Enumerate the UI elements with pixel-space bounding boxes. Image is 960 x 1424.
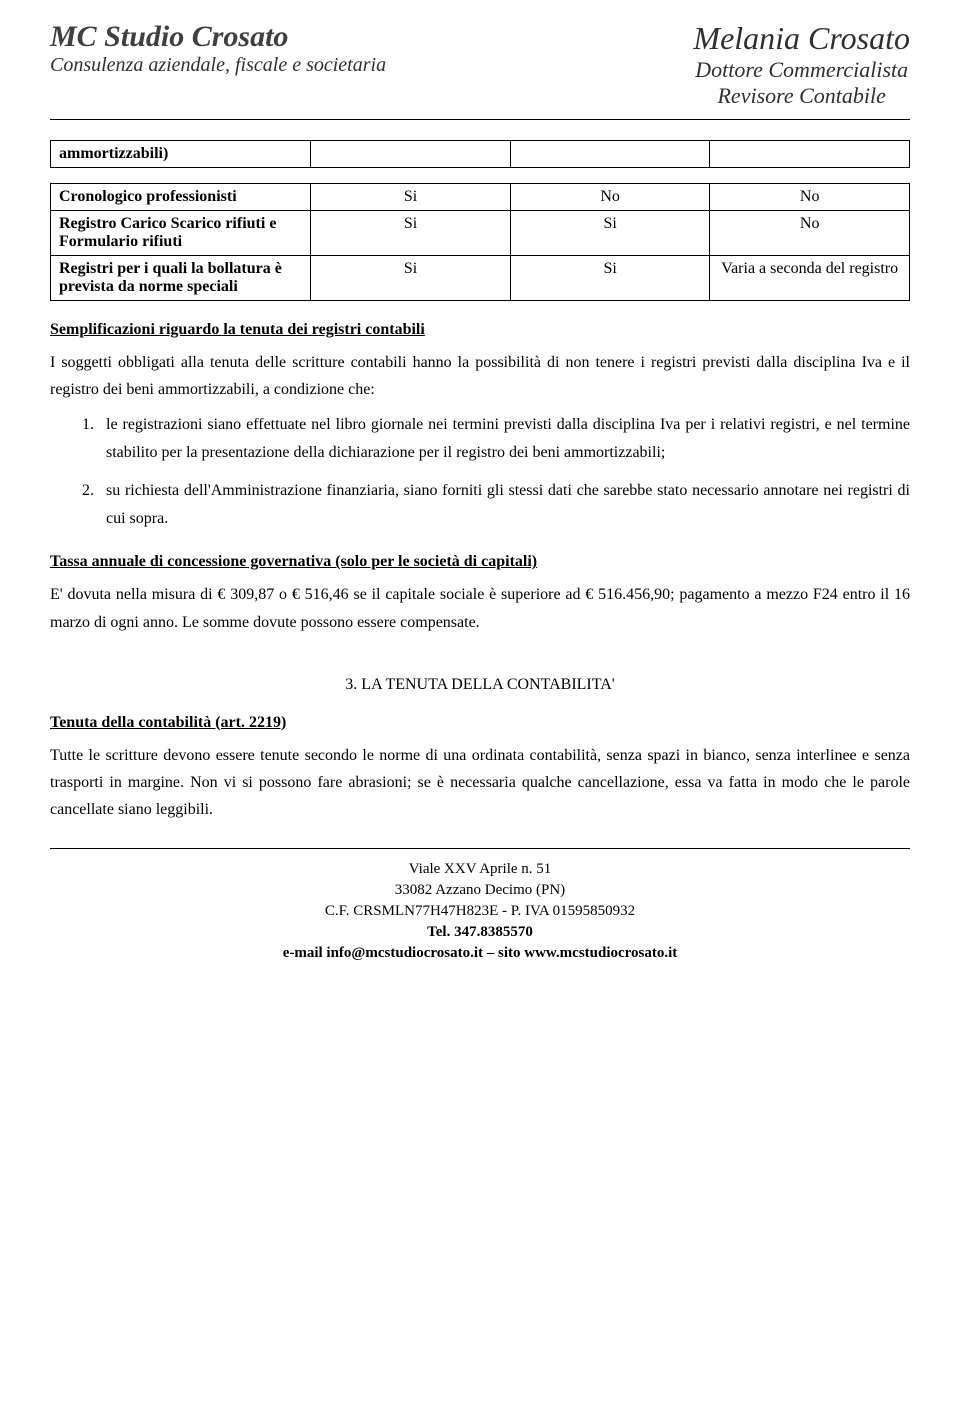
studio-subtitle: Consulenza aziendale, fiscale e societar… — [50, 54, 386, 77]
cell: Si — [311, 211, 511, 256]
numbered-list: le registrazioni siano effettuate nel li… — [98, 411, 910, 533]
row-label: Registri per i quali la bollatura è prev… — [51, 256, 311, 301]
table-row: Cronologico professionisti Si No No — [51, 184, 910, 211]
person-title-1: Dottore Commercialista — [693, 57, 910, 83]
list-item: le registrazioni siano effettuate nel li… — [98, 411, 910, 467]
cell: No — [510, 184, 710, 211]
subheading-semplificazioni: Semplificazioni riguardo la tenuta dei r… — [50, 321, 910, 339]
letterhead: MC Studio Crosato Consulenza aziendale, … — [50, 20, 910, 109]
person-name: Melania Crosato — [693, 20, 910, 57]
paragraph: I soggetti obbligati alla tenuta delle s… — [50, 349, 910, 403]
cell: Si — [510, 256, 710, 301]
cell: No — [710, 211, 910, 256]
cell: No — [710, 184, 910, 211]
table-row: Registri per i quali la bollatura è prev… — [51, 256, 910, 301]
header-rule — [50, 119, 910, 120]
footer-rule — [50, 848, 910, 849]
footer-fiscal: C.F. CRSMLN77H47H823E - P. IVA 015958509… — [50, 901, 910, 922]
table-row: Registro Carico Scarico rifiuti e Formul… — [51, 211, 910, 256]
footer: Viale XXV Aprile n. 51 33082 Azzano Deci… — [50, 859, 910, 964]
cell: Si — [311, 256, 511, 301]
row-label: Registro Carico Scarico rifiuti e Formul… — [51, 211, 311, 256]
table-row: ammortizzabili) — [51, 141, 910, 168]
table-ammortizzabili: ammortizzabili) — [50, 140, 910, 168]
cell: Si — [311, 184, 511, 211]
cell — [311, 141, 511, 168]
letterhead-left: MC Studio Crosato Consulenza aziendale, … — [50, 20, 386, 109]
row-label: ammortizzabili) — [51, 141, 311, 168]
letterhead-right: Melania Crosato Dottore Commercialista R… — [693, 20, 910, 109]
subheading-tassa: Tassa annuale di concessione governativa… — [50, 553, 910, 571]
footer-address-1: Viale XXV Aprile n. 51 — [50, 859, 910, 880]
cell — [510, 141, 710, 168]
footer-contact: e-mail info@mcstudiocrosato.it – sito ww… — [50, 943, 910, 964]
row-label: Cronologico professionisti — [51, 184, 311, 211]
table-registri: Cronologico professionisti Si No No Regi… — [50, 183, 910, 301]
cell: Varia a seconda del registro — [710, 256, 910, 301]
person-title-2: Revisore Contabile — [693, 83, 910, 109]
chapter-title: 3. LA TENUTA DELLA CONTABILITA' — [50, 676, 910, 694]
paragraph: E' dovuta nella misura di € 309,87 o € 5… — [50, 581, 910, 635]
cell — [710, 141, 910, 168]
footer-address-2: 33082 Azzano Decimo (PN) — [50, 880, 910, 901]
studio-name: MC Studio Crosato — [50, 20, 386, 54]
list-item: su richiesta dell'Amministrazione finanz… — [98, 477, 910, 533]
footer-tel: Tel. 347.8385570 — [50, 922, 910, 943]
subheading-tenuta: Tenuta della contabilità (art. 2219) — [50, 714, 910, 732]
paragraph: Tutte le scritture devono essere tenute … — [50, 742, 910, 824]
cell: Si — [510, 211, 710, 256]
